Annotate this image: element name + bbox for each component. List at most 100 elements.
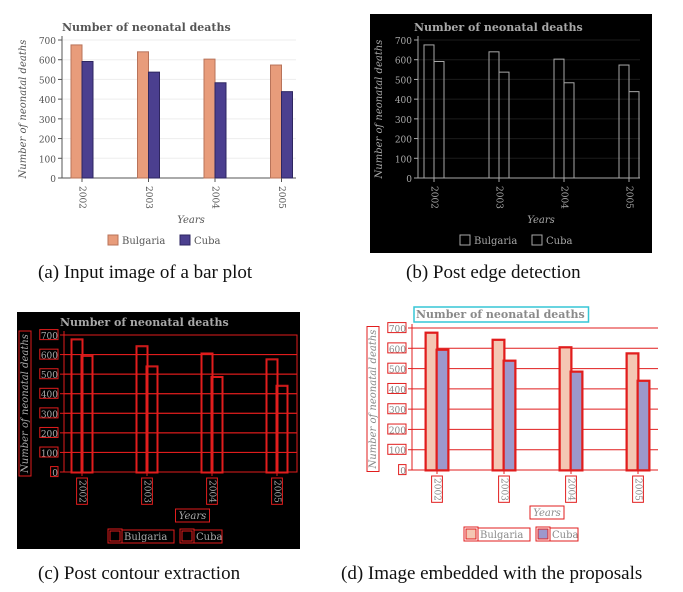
bar-proposal-box bbox=[135, 345, 149, 474]
bar-proposal-box bbox=[435, 348, 450, 472]
x-tick-label: 2003 bbox=[494, 186, 504, 209]
y-tick-label: 0 bbox=[406, 175, 412, 185]
y-axis-label: Number of neonatal deaths bbox=[20, 334, 31, 474]
y-tick-label: 600 bbox=[389, 345, 406, 355]
y-tick-proposal-box bbox=[39, 426, 59, 438]
legend-label-cuba: Cuba bbox=[194, 236, 220, 247]
y-tick-proposal-box bbox=[387, 362, 407, 374]
bar-proposal-box bbox=[275, 384, 289, 474]
caption-b: (b) Post edge detection bbox=[406, 262, 581, 283]
x-axis-label: Years bbox=[177, 215, 205, 226]
y-axis-label: Number of neonatal deaths bbox=[18, 40, 29, 180]
x-tick-label: 2003 bbox=[143, 186, 153, 209]
y-tick-proposal-box bbox=[39, 387, 59, 399]
contour-band bbox=[63, 451, 298, 473]
x-tick-label: 2005 bbox=[633, 478, 643, 501]
y-tick-label: 100 bbox=[41, 449, 58, 459]
legend-swatch-cuba bbox=[531, 234, 543, 246]
bar-bulgaria-2005 bbox=[626, 353, 639, 471]
legend-label-cuba: Cuba bbox=[196, 532, 222, 543]
x-tick-label: 2005 bbox=[276, 186, 286, 209]
legend-text-proposal-box bbox=[549, 527, 579, 542]
y-tick-label: 200 bbox=[41, 430, 58, 440]
legend-label-bulgaria: Bulgaria bbox=[480, 530, 523, 541]
legend-swatch-bulgaria bbox=[107, 234, 119, 246]
y-tick-proposal-box bbox=[387, 342, 407, 354]
bar-cuba-2003 bbox=[503, 360, 516, 471]
y-tick-label: 200 bbox=[389, 426, 406, 436]
y-label-proposal-box bbox=[366, 326, 380, 472]
x-tick-label: 2004 bbox=[566, 478, 576, 501]
caption-c: (c) Post contour extraction bbox=[38, 563, 241, 584]
x-axis-label: Years bbox=[527, 215, 555, 226]
y-tick-label: 400 bbox=[389, 386, 406, 396]
y-tick-proposal-box bbox=[398, 464, 407, 476]
x-tick-label: 2002 bbox=[429, 186, 439, 209]
y-tick-label: 700 bbox=[39, 37, 56, 47]
legend-swatch-cuba bbox=[537, 528, 549, 540]
bar-proposal-box bbox=[265, 358, 279, 474]
bar-cuba-2002 bbox=[436, 349, 449, 471]
y-tick-label: 400 bbox=[39, 96, 56, 106]
x-tick-label: 2005 bbox=[272, 480, 282, 503]
bar-cuba-2002 bbox=[81, 60, 94, 179]
y-tick-label: 100 bbox=[389, 447, 406, 457]
legend-text-proposal-box bbox=[477, 527, 531, 542]
x-tick-label: 2004 bbox=[559, 186, 569, 209]
x-tick-proposal-box bbox=[271, 477, 283, 505]
y-tick-label: 0 bbox=[400, 467, 406, 477]
y-tick-proposal-box bbox=[387, 423, 407, 435]
caption-a: (a) Input image of a bar plot bbox=[38, 262, 253, 283]
x-tick-proposal-box bbox=[498, 475, 510, 503]
y-axis-label: Number of neonatal deaths bbox=[368, 330, 379, 470]
x-tick-label: 2003 bbox=[142, 480, 152, 503]
legend-swatch-cuba bbox=[181, 530, 193, 542]
x-axis-label: Years bbox=[179, 511, 207, 522]
bar-proposal-box bbox=[70, 338, 84, 474]
chart-title: Number of neonatal deaths bbox=[416, 308, 585, 321]
y-axis-label: Number of neonatal deaths bbox=[374, 40, 385, 180]
y-tick-label: 700 bbox=[389, 325, 406, 335]
bar-proposal-box bbox=[145, 365, 159, 474]
legend-label-cuba: Cuba bbox=[546, 236, 572, 247]
bar-cuba-2005 bbox=[637, 380, 650, 471]
caption-d: (d) Image embedded with the proposals bbox=[341, 563, 643, 584]
y-tick-proposal-box bbox=[39, 407, 59, 419]
y-label-proposal-box bbox=[18, 330, 32, 477]
x-tick-proposal-box bbox=[206, 477, 218, 505]
y-tick-label: 500 bbox=[39, 76, 56, 86]
legend-label-cuba: Cuba bbox=[552, 530, 578, 541]
bar-proposal-box bbox=[80, 354, 94, 474]
bar-cuba-2003 bbox=[498, 71, 510, 179]
bar-proposal-box bbox=[210, 375, 224, 474]
y-tick-proposal-box bbox=[387, 403, 407, 415]
bar-proposal-box bbox=[502, 359, 517, 472]
legend-text-proposal-box bbox=[193, 529, 223, 544]
legend-label-bulgaria: Bulgaria bbox=[124, 532, 167, 543]
panel-background bbox=[15, 8, 315, 258]
bar-cuba-2002 bbox=[433, 60, 445, 179]
y-tick-label: 500 bbox=[41, 371, 58, 381]
bar-cuba-2003 bbox=[148, 71, 160, 179]
y-tick-label: 300 bbox=[39, 116, 56, 126]
y-tick-proposal-box bbox=[387, 443, 407, 455]
y-tick-label: 400 bbox=[41, 391, 58, 401]
panel-background bbox=[370, 14, 652, 253]
y-tick-proposal-box bbox=[39, 348, 59, 360]
x-tick-proposal-box bbox=[565, 475, 577, 503]
y-tick-label: 600 bbox=[39, 57, 56, 67]
x-tick-label: 2002 bbox=[432, 478, 442, 501]
y-tick-proposal-box bbox=[50, 466, 59, 478]
x-tick-proposal-box bbox=[632, 475, 644, 503]
bar-proposal-box bbox=[636, 379, 651, 472]
bar-cuba-2004 bbox=[570, 371, 583, 471]
y-tick-label: 300 bbox=[395, 116, 412, 126]
x-tick-proposal-box bbox=[431, 475, 443, 503]
legend-label-bulgaria: Bulgaria bbox=[122, 236, 165, 247]
legend-swatch-bulgaria bbox=[465, 528, 477, 540]
x-label-proposal-box bbox=[175, 508, 210, 523]
